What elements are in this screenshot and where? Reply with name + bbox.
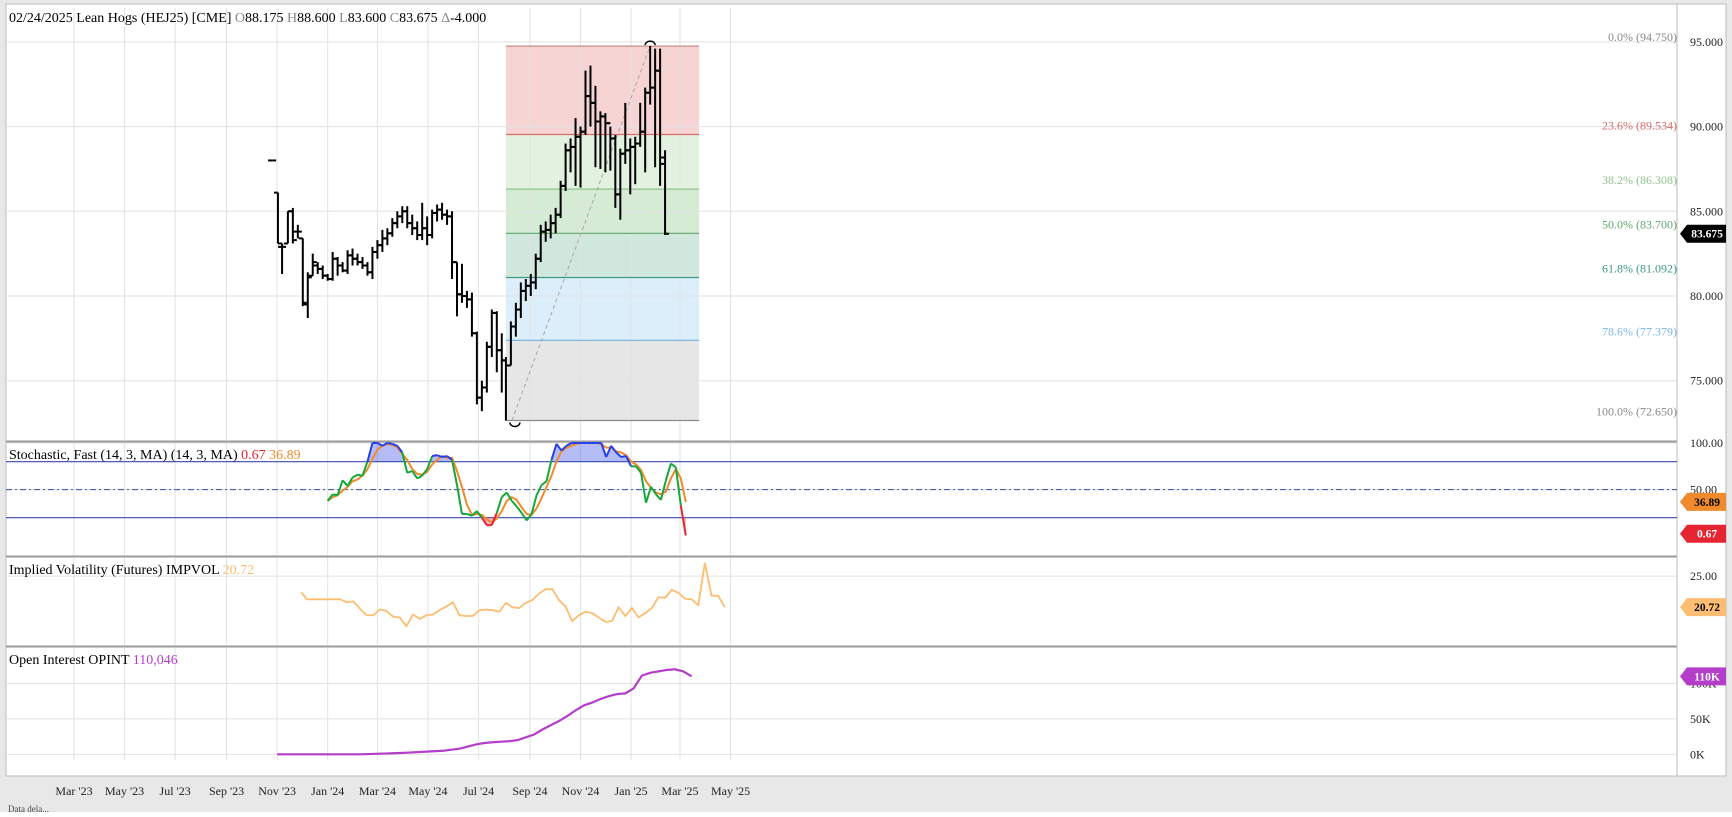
fib-label-23.6%: 23.6% (89.534) [1602,118,1677,132]
oi-tag: 110K [1694,671,1720,683]
x-tick-label: Sep '23 [209,784,244,798]
fib-label-78.6%: 78.6% (77.379) [1602,324,1677,338]
header-high-label: H [287,11,297,26]
header-close-label: C [390,11,399,26]
stochastic-overbought-fill [576,443,581,462]
fib-label-38.2%: 38.2% (86.308) [1602,173,1677,187]
x-tick-label: May '24 [408,784,447,798]
fib-zone-0.0% [506,46,699,134]
header-low-label: L [339,11,348,26]
stochastic-title: Stochastic, Fast (14, 3, MA) (14, 3, MA) [9,448,238,463]
header-change: -4.000 [450,11,486,26]
oi-value: 110,046 [133,653,178,668]
header-instrument: Lean Hogs (HEJ25) [CME] [76,11,231,26]
oi-tick-label: 50K [1690,712,1711,726]
price-header: 02/24/2025 Lean Hogs (HEJ25) [CME] O88.1… [9,11,486,27]
x-tick-label: Nov '24 [562,784,600,798]
impvol-header: Implied Volatility (Futures) IMPVOL 20.7… [9,563,254,579]
x-tick-label: May '25 [711,784,750,798]
stochastic-d-value: 36.89 [269,448,301,463]
x-tick-label: Mar '23 [55,784,92,798]
impvol-value: 20.72 [223,563,255,578]
fib-label-61.8%: 61.8% (81.092) [1602,262,1677,276]
header-close: 83.675 [399,11,438,26]
stochastic-k-segment [442,456,447,457]
stochastic-overbought-fill [591,443,596,462]
x-tick-label: Mar '24 [359,784,396,798]
price-tick-label: 95.000 [1690,35,1723,49]
x-tick-label: Jul '23 [160,784,191,798]
stochastic-header: Stochastic, Fast (14, 3, MA) (14, 3, MA)… [9,448,301,464]
fib-label-0.0%: 0.0% (94.750) [1608,30,1677,44]
stochastic-overbought-fill [596,443,601,462]
oi-header: Open Interest OPINT 110,046 [9,653,178,669]
oi-tick-label: 0K [1690,747,1705,761]
x-tick-label: Jul '24 [463,784,494,798]
fib-zone-23.6% [506,134,699,189]
header-change-label: Δ [441,11,450,26]
x-tick-label: Mar '25 [661,784,698,798]
plot-frame [6,4,1726,776]
x-tick-label: Nov '23 [258,784,296,798]
stochastic-d-tag: 36.89 [1694,497,1720,509]
stochastic-overbought-fill [387,443,392,462]
price-tick-label: 75.000 [1690,374,1723,388]
oi-title: Open Interest OPINT [9,653,129,668]
stochastic-k-tag: 0.67 [1697,529,1717,541]
price-tick-label: 80.000 [1690,289,1723,303]
x-tick-label: Jan '25 [615,784,648,798]
impvol-tick-label: 25.00 [1690,569,1717,583]
header-open-label: O [235,11,245,26]
x-tick-label: Sep '24 [512,784,547,798]
stochastic-tick-label: 100.00 [1690,436,1723,450]
stochastic-overbought-fill [586,443,591,462]
impvol-title: Implied Volatility (Futures) IMPVOL [9,563,219,578]
data-delay-note: Data dela... [8,804,49,814]
impvol-tag: 20.72 [1694,602,1720,614]
x-tick-label: May '23 [105,784,144,798]
stochastic-k-segment [387,443,392,444]
x-tick-label: Jan '24 [311,784,344,798]
header-high: 88.600 [297,11,336,26]
price-tick-label: 85.000 [1690,204,1723,218]
price-tick-label: 90.000 [1690,120,1723,134]
header-open: 88.175 [245,11,284,26]
stochastic-k-value: 0.67 [241,448,266,463]
header-low: 83.600 [348,11,387,26]
fib-label-50.0%: 50.0% (83.700) [1602,217,1677,231]
header-date: 02/24/2025 [9,11,73,26]
last-price-tag: 83.675 [1691,229,1723,241]
stochastic-k-segment [432,455,437,456]
fib-label-100.0%: 100.0% (72.650) [1596,405,1677,419]
stochastic-overbought-fill [581,443,586,462]
